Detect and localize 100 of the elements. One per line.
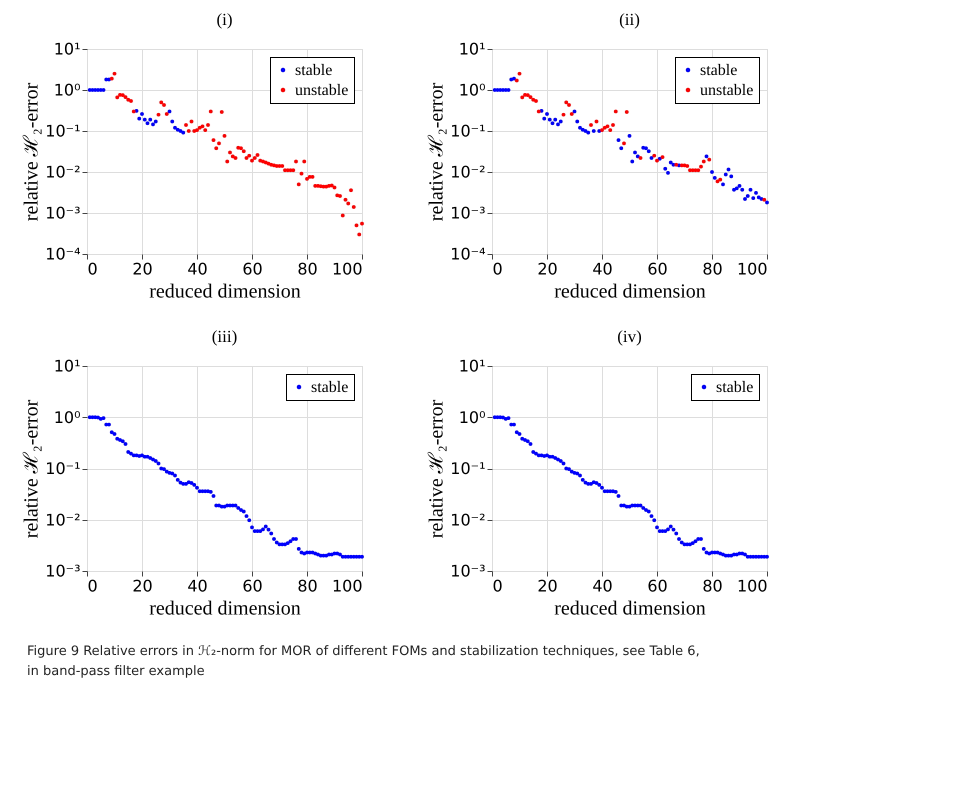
point (534, 99, 538, 103)
x-tick-label: 100 (736, 576, 768, 596)
point (545, 112, 549, 116)
caption: Figure 9 Relative errors in ℋ₂-norm for MOR of different FOMs and stabilization techniques, see Table 6, in band-pass filter example (27, 644, 700, 679)
y-tick-label: 10⁻³ (45, 562, 80, 580)
point (746, 194, 750, 198)
point (652, 154, 656, 158)
y-tick-label: 10⁻² (450, 510, 486, 530)
point (738, 184, 742, 188)
point (729, 174, 734, 178)
point (528, 95, 532, 99)
legend-label: unstable (295, 82, 348, 99)
x-tick-label: 0 (492, 260, 503, 278)
point (646, 149, 651, 154)
legend-label: stable (295, 62, 332, 79)
x-tick-label: 0 (88, 576, 98, 596)
point (712, 176, 717, 180)
point (586, 130, 590, 135)
point (520, 96, 524, 100)
legend-label: stable (700, 62, 738, 79)
point (650, 156, 654, 160)
point (743, 197, 747, 201)
point (512, 76, 516, 80)
y-tick-label: 10⁻¹ (45, 459, 80, 478)
legend-label: stable (311, 379, 348, 396)
point (674, 162, 678, 167)
point (644, 146, 648, 150)
point (556, 122, 560, 126)
point (633, 150, 637, 154)
point (518, 72, 522, 76)
point (542, 116, 546, 121)
point (600, 128, 604, 132)
point (592, 129, 596, 133)
point (550, 121, 554, 126)
point (699, 164, 703, 169)
point (168, 110, 172, 114)
y-axis-title: relative ℋ₂-error (425, 82, 448, 222)
x-tick-label: 20 (132, 260, 153, 278)
point (748, 188, 752, 192)
point (702, 160, 706, 164)
point (614, 110, 618, 114)
point (756, 196, 761, 200)
point (616, 138, 620, 142)
y-tick-label: 10⁰ (54, 408, 80, 427)
legend-label: unstable (700, 82, 754, 99)
point (178, 129, 182, 133)
point (655, 158, 659, 162)
point (765, 200, 769, 204)
point (548, 118, 552, 122)
x-tick-label: 40 (187, 576, 208, 596)
point (638, 156, 642, 160)
y-tick-label: 10⁻¹ (45, 122, 80, 140)
point (536, 110, 541, 114)
chart-title: (iii) (212, 327, 238, 346)
point (696, 168, 700, 172)
y-tick-label: 10⁻¹ (450, 459, 486, 478)
y-tick-label: 10⁻² (45, 510, 80, 530)
point (567, 103, 571, 107)
point (666, 171, 670, 175)
x-tick-label: 60 (647, 260, 668, 278)
point (594, 120, 598, 124)
x-tick-label: 80 (297, 576, 318, 596)
chart-title: (iv) (617, 327, 642, 346)
point (181, 130, 186, 135)
point (704, 154, 708, 158)
point (611, 123, 615, 127)
point (578, 126, 582, 130)
point (575, 120, 580, 124)
point (562, 112, 566, 117)
point (660, 155, 664, 160)
y-tick-label: 10⁻⁴ (450, 244, 486, 264)
point (514, 78, 519, 82)
x-tick-label: 0 (492, 576, 503, 596)
y-tick-label: 10⁻² (45, 162, 80, 182)
x-tick-label: 20 (132, 576, 153, 596)
y-tick-label: 10⁻³ (450, 204, 486, 222)
point (663, 166, 668, 171)
point (564, 100, 568, 104)
point (570, 112, 574, 116)
point (526, 93, 530, 97)
point (707, 158, 712, 162)
point (553, 118, 558, 122)
y-tick-label: 10¹ (54, 40, 80, 58)
point (740, 188, 744, 192)
point (624, 110, 629, 114)
y-tick-label: 10⁻⁴ (45, 244, 80, 264)
y-tick-label: 10⁻³ (450, 562, 486, 580)
point (630, 160, 634, 164)
point (608, 128, 612, 132)
x-tick-label: 80 (297, 260, 318, 278)
x-tick-label: 40 (187, 260, 208, 278)
point (710, 170, 714, 174)
point (584, 129, 588, 133)
point (636, 154, 640, 158)
point (137, 116, 142, 121)
x-tick-label: 80 (702, 576, 723, 596)
x-tick-label: 100 (332, 576, 362, 596)
y-tick-label: 10⁻² (450, 162, 486, 182)
y-tick-label: 10⁰ (54, 80, 80, 100)
point (173, 126, 177, 130)
